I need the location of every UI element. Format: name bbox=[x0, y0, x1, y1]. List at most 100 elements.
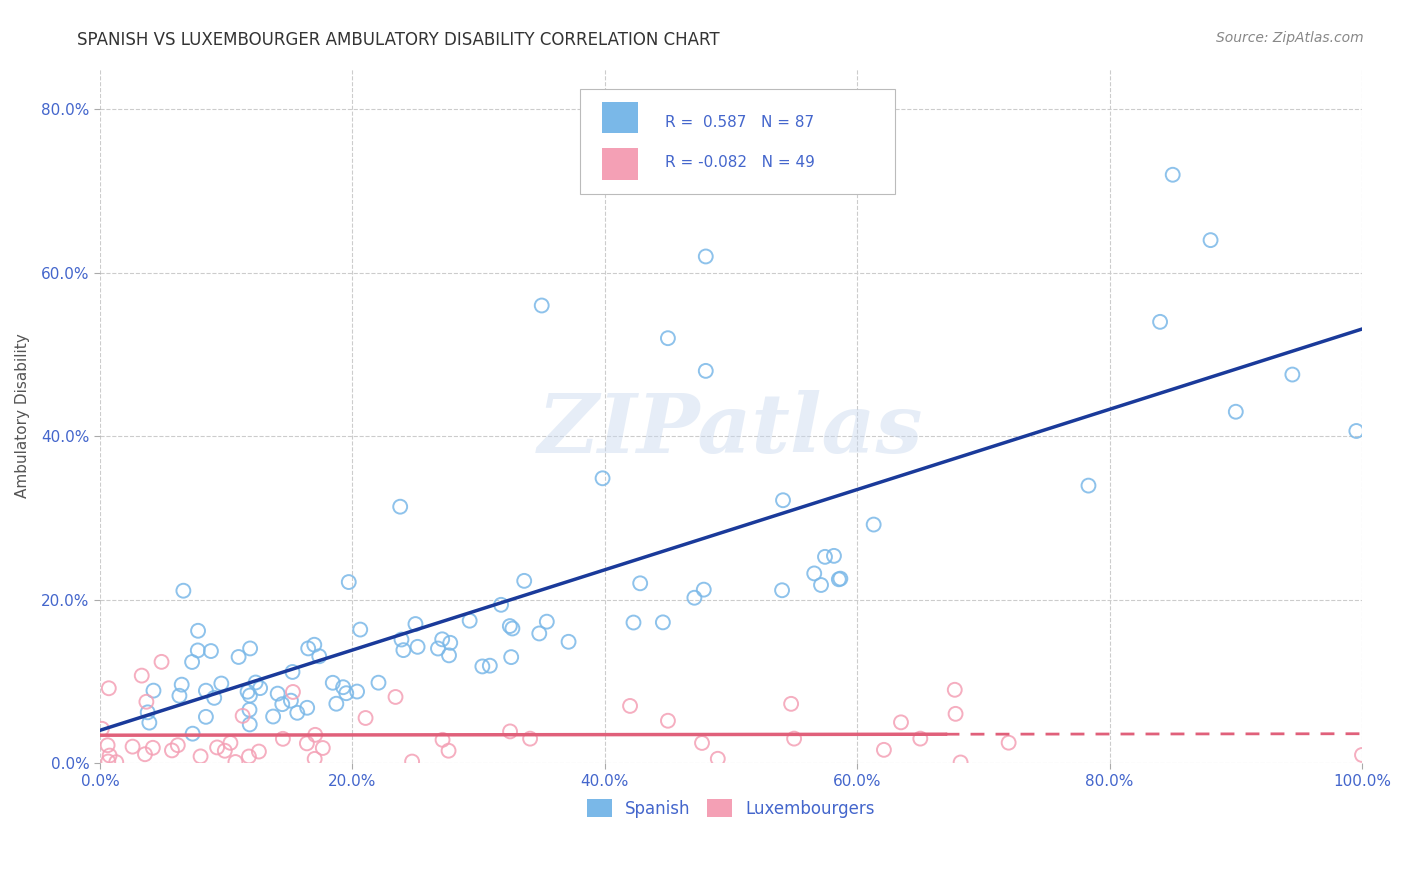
Point bbox=[997, 736, 1019, 750]
Point bbox=[406, 640, 429, 654]
Point bbox=[1149, 315, 1171, 329]
Point bbox=[335, 686, 357, 700]
Point bbox=[187, 643, 209, 657]
Point bbox=[367, 675, 389, 690]
Point bbox=[519, 731, 541, 746]
Point bbox=[823, 549, 845, 563]
Point bbox=[219, 736, 242, 750]
Point bbox=[202, 690, 225, 705]
Point bbox=[138, 715, 160, 730]
Text: SPANISH VS LUXEMBOURGER AMBULATORY DISABILITY CORRELATION CHART: SPANISH VS LUXEMBOURGER AMBULATORY DISAB… bbox=[77, 31, 720, 49]
Point bbox=[830, 572, 852, 586]
Point bbox=[142, 683, 165, 698]
Point bbox=[657, 331, 679, 345]
Point bbox=[239, 717, 262, 731]
Point bbox=[136, 706, 159, 720]
Point bbox=[349, 623, 371, 637]
Point bbox=[205, 740, 228, 755]
Point bbox=[529, 626, 551, 640]
Point bbox=[97, 681, 120, 696]
Point bbox=[513, 574, 536, 588]
Point bbox=[271, 731, 294, 746]
Point bbox=[325, 697, 347, 711]
Point bbox=[105, 755, 128, 769]
Point bbox=[97, 738, 120, 752]
Point bbox=[471, 659, 494, 673]
Point bbox=[332, 680, 354, 694]
Point bbox=[337, 575, 360, 590]
Point bbox=[690, 736, 713, 750]
Point bbox=[384, 690, 406, 704]
Point bbox=[628, 576, 651, 591]
Point bbox=[478, 658, 501, 673]
Point bbox=[262, 709, 284, 723]
Point bbox=[236, 684, 259, 698]
Point bbox=[501, 650, 523, 665]
Point bbox=[404, 617, 426, 632]
Point bbox=[280, 694, 302, 708]
Point bbox=[890, 715, 912, 730]
Point bbox=[194, 683, 217, 698]
Point bbox=[200, 644, 222, 658]
Point bbox=[772, 493, 794, 508]
Point bbox=[170, 678, 193, 692]
FancyBboxPatch shape bbox=[602, 148, 638, 179]
Point bbox=[695, 364, 717, 378]
Point bbox=[224, 755, 246, 769]
Point bbox=[401, 755, 423, 769]
Text: R = -0.082   N = 49: R = -0.082 N = 49 bbox=[665, 155, 815, 170]
Point bbox=[295, 700, 318, 714]
Point bbox=[910, 731, 932, 746]
Point bbox=[346, 684, 368, 698]
Point bbox=[135, 695, 157, 709]
Point bbox=[873, 743, 896, 757]
Text: R =  0.587   N = 87: R = 0.587 N = 87 bbox=[665, 115, 814, 130]
Point bbox=[295, 736, 318, 750]
Point bbox=[810, 578, 832, 592]
Point bbox=[308, 649, 330, 664]
Point bbox=[651, 615, 673, 630]
Point bbox=[181, 655, 204, 669]
Point bbox=[943, 682, 966, 697]
Point bbox=[194, 710, 217, 724]
Point bbox=[803, 566, 825, 581]
Point bbox=[187, 624, 209, 638]
Point bbox=[945, 706, 967, 721]
Point bbox=[98, 748, 121, 763]
Point bbox=[190, 749, 212, 764]
Point bbox=[239, 689, 262, 703]
Y-axis label: Ambulatory Disability: Ambulatory Disability bbox=[15, 334, 30, 499]
Point bbox=[247, 745, 270, 759]
Point bbox=[432, 732, 454, 747]
Point bbox=[354, 711, 377, 725]
Point bbox=[1199, 233, 1222, 247]
Point bbox=[166, 738, 188, 752]
Point bbox=[862, 517, 884, 532]
Point bbox=[239, 641, 262, 656]
Point bbox=[1351, 747, 1374, 762]
Point bbox=[770, 583, 793, 598]
Point bbox=[427, 641, 450, 656]
Point bbox=[271, 697, 294, 711]
Point bbox=[499, 724, 522, 739]
Point bbox=[623, 615, 645, 630]
Point bbox=[828, 572, 851, 586]
Point bbox=[228, 650, 250, 665]
Point bbox=[501, 622, 523, 636]
Point bbox=[1225, 405, 1247, 419]
Point bbox=[312, 741, 335, 756]
Point bbox=[439, 636, 461, 650]
Point bbox=[142, 740, 165, 755]
Point bbox=[304, 638, 326, 652]
Point bbox=[783, 731, 806, 746]
Point bbox=[536, 615, 558, 629]
Point bbox=[1077, 478, 1099, 492]
Point bbox=[949, 756, 972, 770]
Point bbox=[432, 632, 454, 647]
Point bbox=[657, 714, 679, 728]
Point bbox=[322, 675, 344, 690]
Point bbox=[437, 744, 460, 758]
Point bbox=[238, 703, 260, 717]
Point bbox=[304, 728, 326, 742]
Point bbox=[297, 641, 319, 656]
